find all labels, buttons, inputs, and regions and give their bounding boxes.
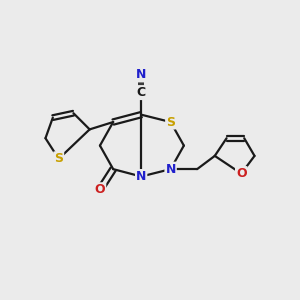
- Text: S: S: [166, 116, 175, 128]
- Text: N: N: [136, 170, 146, 183]
- Text: N: N: [136, 68, 146, 81]
- Text: C: C: [136, 86, 146, 99]
- Text: O: O: [94, 183, 105, 196]
- Text: S: S: [54, 152, 63, 165]
- Text: O: O: [236, 167, 247, 180]
- Text: N: N: [165, 163, 176, 176]
